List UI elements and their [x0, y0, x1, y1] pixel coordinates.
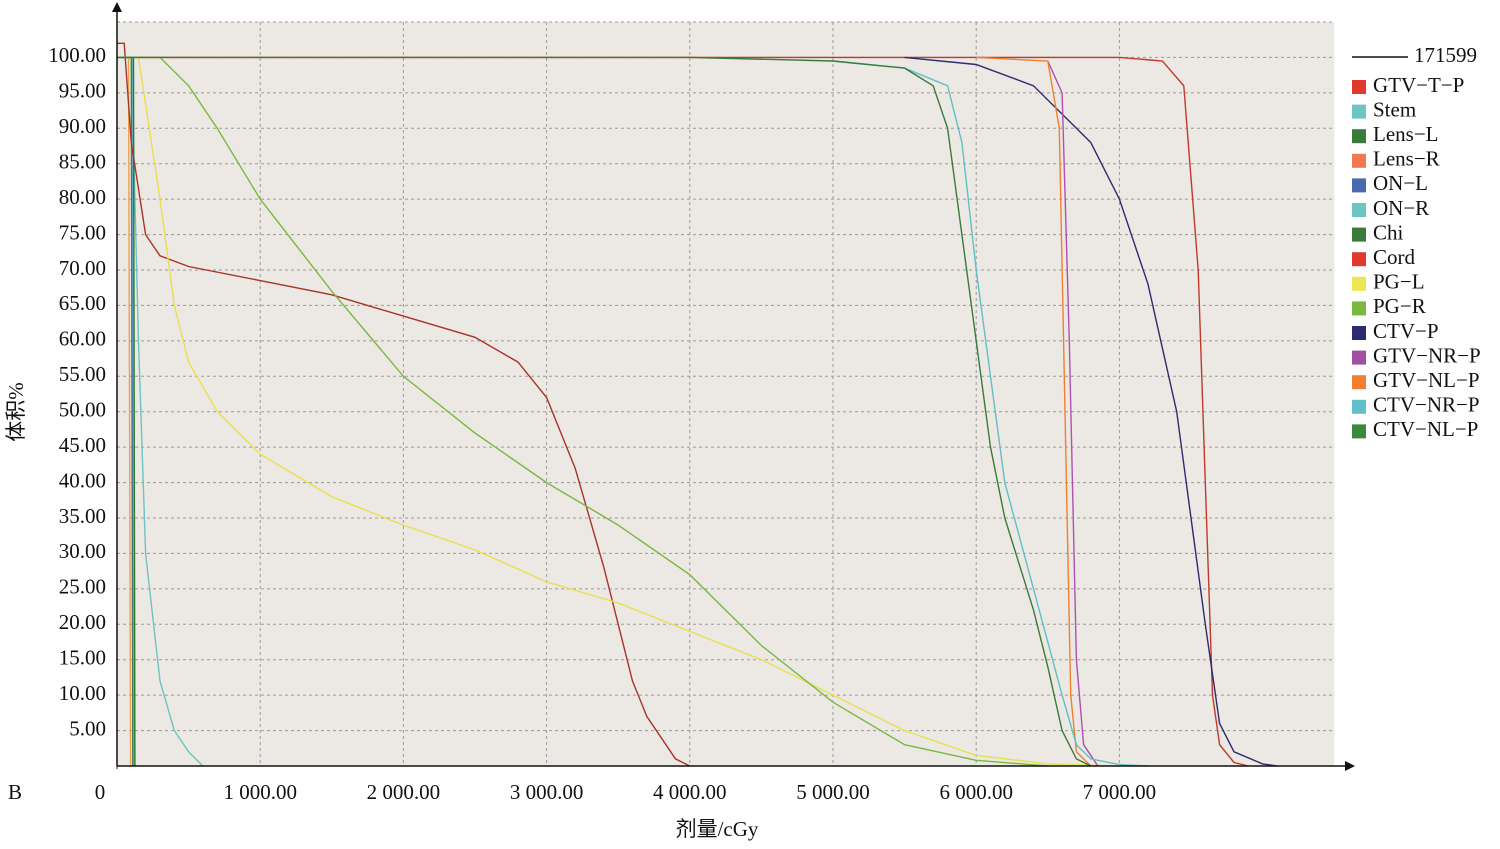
legend-swatch [1352, 203, 1366, 217]
legend-label: GTV−NL−P [1373, 368, 1480, 392]
legend-label: GTV−NR−P [1373, 343, 1481, 367]
y-tick-label: 60.00 [59, 327, 106, 351]
legend-label: Cord [1373, 245, 1416, 269]
y-axis-label: 体积% [4, 382, 28, 442]
y-tick-label: 65.00 [59, 291, 106, 315]
legend-label: ON−L [1373, 171, 1428, 195]
legend-swatch [1352, 399, 1366, 414]
legend-swatch [1352, 153, 1366, 168]
legend-swatch [1352, 301, 1366, 316]
x-tick-label: 0 [95, 780, 106, 804]
y-tick-label: 100.00 [48, 43, 106, 67]
x-tick-label: 2 000.00 [367, 780, 441, 804]
legend-label: GTV−T−P [1373, 73, 1464, 97]
legend-swatch [1352, 424, 1366, 439]
legend-swatch [1352, 326, 1366, 340]
y-tick-label: 50.00 [59, 398, 106, 422]
legend-swatch [1352, 178, 1366, 193]
legend-label: PG−L [1373, 270, 1425, 294]
y-tick-label: 70.00 [59, 256, 106, 280]
dvh-line [832, 60, 1149, 767]
x-axis-arrow [1345, 761, 1355, 771]
y-tick-label: 75.00 [59, 220, 106, 244]
legend-label: Chi [1373, 220, 1404, 244]
legend-swatch [1352, 276, 1366, 291]
dvh-line [117, 42, 691, 767]
legend-label: Lens−L [1373, 122, 1439, 146]
legend-swatch [1352, 252, 1366, 267]
legend-swatch [1352, 80, 1366, 94]
y-tick-label: 5.00 [69, 716, 106, 740]
dvh-line [976, 56, 1092, 767]
y-tick-label: 90.00 [59, 114, 106, 138]
legend-label: CTV−P [1373, 319, 1439, 343]
y-tick-label: 30.00 [59, 539, 106, 563]
x-tick-label: 1 000.00 [223, 780, 297, 804]
legend-swatch [1352, 375, 1366, 390]
y-tick-label: 40.00 [59, 468, 106, 492]
y-tick-label: 80.00 [59, 185, 106, 209]
y-tick-label: 25.00 [59, 575, 106, 599]
plan-label: 171599 [1414, 43, 1477, 67]
legend-swatch [1352, 129, 1366, 144]
x-tick-label: 5 000.00 [796, 780, 870, 804]
y-axis-arrow [112, 2, 122, 12]
dvh-line [1047, 60, 1099, 767]
x-tick-label: 6 000.00 [939, 780, 1013, 804]
y-tick-label: 15.00 [59, 646, 106, 670]
dvh-line [117, 56, 1249, 767]
x-tick-label: 7 000.00 [1083, 780, 1157, 804]
y-tick-label: 10.00 [59, 681, 106, 705]
legend-swatch [1352, 227, 1366, 242]
x-axis-label: 剂量/cGy [676, 817, 759, 841]
legend-swatch [1352, 350, 1366, 365]
plot-background [117, 22, 1335, 766]
legend-label: PG−R [1373, 294, 1426, 318]
x-tick-label: 3 000.00 [510, 780, 584, 804]
y-tick-label: 85.00 [59, 150, 106, 174]
y-tick-label: 45.00 [59, 433, 106, 457]
y-tick-label: 55.00 [59, 362, 106, 386]
legend-label: CTV−NL−P [1373, 417, 1478, 441]
y-tick-label: 20.00 [59, 610, 106, 634]
legend-label: Stem [1373, 97, 1416, 121]
legend-swatch [1352, 104, 1366, 119]
y-tick-label: 35.00 [59, 504, 106, 528]
panel-label: B [8, 780, 22, 804]
y-tick-label: 95.00 [59, 79, 106, 103]
x-tick-label: 4 000.00 [653, 780, 727, 804]
legend-label: ON−R [1373, 196, 1429, 220]
legend-label: Lens−R [1373, 147, 1440, 171]
dvh-line [117, 56, 1092, 767]
dvh-line [117, 56, 1048, 767]
dvh-line [904, 56, 1278, 767]
legend-label: CTV−NR−P [1373, 393, 1480, 417]
dvh-line [137, 57, 1120, 767]
